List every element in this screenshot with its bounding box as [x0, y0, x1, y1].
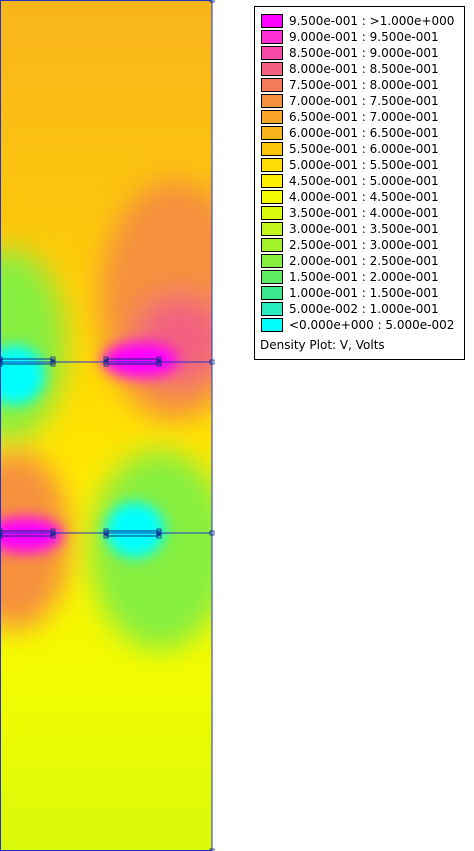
legend-swatch: [261, 286, 283, 300]
mesh-node: [0, 356, 3, 362]
mesh-node: [209, 848, 215, 851]
legend-label: 1.500e-001 : 2.000e-001: [289, 270, 439, 284]
legend: 9.500e-001 : >1.000e+000 9.000e-001 : 9.5…: [254, 6, 465, 360]
legend-label: 8.000e-001 : 8.500e-001: [289, 62, 439, 76]
legend-label: 7.500e-001 : 8.000e-001: [289, 78, 439, 92]
legend-swatch: [261, 222, 283, 236]
legend-swatch: [261, 254, 283, 268]
legend-label: 4.500e-001 : 5.000e-001: [289, 174, 439, 188]
field-region: [102, 342, 178, 378]
legend-entry: 3.500e-001 : 4.000e-001: [261, 205, 439, 221]
mesh-node: [156, 356, 162, 362]
legend-entry: 6.000e-001 : 6.500e-001: [261, 125, 439, 141]
legend-label: 4.000e-001 : 4.500e-001: [289, 190, 439, 204]
legend-entry: 7.500e-001 : 8.000e-001: [261, 77, 439, 93]
legend-swatch: [261, 46, 283, 60]
legend-label: 3.000e-001 : 3.500e-001: [289, 222, 439, 236]
legend-label: 1.000e-001 : 1.500e-001: [289, 286, 439, 300]
legend-entry: 5.000e-001 : 5.500e-001: [261, 157, 439, 173]
conductor: [105, 358, 160, 365]
legend-entry: 5.000e-002 : 1.000e-001: [261, 301, 439, 317]
legend-swatch: [261, 238, 283, 252]
mesh-node: [0, 528, 3, 534]
mesh-node: [209, 359, 215, 365]
field-region: [90, 450, 212, 650]
legend-entry: 7.000e-001 : 7.500e-001: [261, 93, 439, 109]
mesh-node: [50, 533, 56, 539]
legend-swatch: [261, 126, 283, 140]
legend-label: 9.000e-001 : 9.500e-001: [289, 30, 439, 44]
legend-swatch: [261, 158, 283, 172]
mesh-node: [50, 356, 56, 362]
legend-label: 9.500e-001 : >1.000e+000: [289, 14, 455, 28]
mesh-node: [103, 533, 109, 539]
legend-swatch: [261, 270, 283, 284]
legend-entry: 3.000e-001 : 3.500e-001: [261, 221, 439, 237]
legend-entry: 4.000e-001 : 4.500e-001: [261, 189, 439, 205]
field-region: [0, 517, 63, 553]
legend-entry: 5.500e-001 : 6.000e-001: [261, 141, 439, 157]
mesh-node: [209, 0, 215, 3]
mesh-node: [156, 533, 162, 539]
conductor: [0, 358, 54, 365]
legend-label: 5.000e-001 : 5.500e-001: [289, 158, 439, 172]
field-region: [0, 345, 45, 405]
field-region: [105, 502, 165, 558]
legend-label: 2.000e-001 : 2.500e-001: [289, 254, 439, 268]
legend-label: 6.000e-001 : 6.500e-001: [289, 126, 439, 140]
legend-label: 5.000e-002 : 1.000e-001: [289, 302, 439, 316]
legend-entry: 1.500e-001 : 2.000e-001: [261, 269, 439, 285]
mesh-node: [50, 528, 56, 534]
legend-label: 6.500e-001 : 7.000e-001: [289, 110, 439, 124]
potential-field: [0, 0, 212, 851]
legend-entry: 2.500e-001 : 3.000e-001: [261, 237, 439, 253]
legend-swatch: [261, 174, 283, 188]
mesh-node: [156, 361, 162, 367]
conductors: [0, 358, 160, 537]
legend-entry: 8.000e-001 : 8.500e-001: [261, 61, 439, 77]
legend-entry: <0.000e+000 : 5.000e-002: [261, 317, 454, 333]
mesh-node: [103, 361, 109, 367]
legend-label: 8.500e-001 : 9.000e-001: [289, 46, 439, 60]
legend-label: <0.000e+000 : 5.000e-002: [289, 318, 455, 332]
conductor: [0, 530, 54, 537]
legend-label: 2.500e-001 : 3.000e-001: [289, 238, 439, 252]
legend-title: Density Plot: V, Volts: [260, 338, 385, 352]
legend-swatch: [261, 30, 283, 44]
legend-entry: 8.500e-001 : 9.000e-001: [261, 45, 439, 61]
mesh-node: [0, 361, 3, 367]
legend-entry: 4.500e-001 : 5.000e-001: [261, 173, 439, 189]
legend-entry: 6.500e-001 : 7.000e-001: [261, 109, 439, 125]
legend-entry: 1.000e-001 : 1.500e-001: [261, 285, 439, 301]
legend-swatch: [261, 94, 283, 108]
legend-swatch: [261, 318, 283, 332]
mesh-node: [0, 533, 3, 539]
legend-entry: 9.500e-001 : >1.000e+000: [261, 13, 454, 29]
conductor: [105, 530, 160, 537]
legend-swatch: [261, 78, 283, 92]
legend-label: 3.500e-001 : 4.000e-001: [289, 206, 439, 220]
legend-label: 5.500e-001 : 6.000e-001: [289, 142, 439, 156]
mesh-node: [50, 361, 56, 367]
legend-entry: 9.000e-001 : 9.500e-001: [261, 29, 439, 45]
mesh-node: [156, 528, 162, 534]
mesh-node: [103, 356, 109, 362]
legend-swatch: [261, 110, 283, 124]
legend-entry: 2.000e-001 : 2.500e-001: [261, 253, 439, 269]
mesh-node: [209, 530, 215, 536]
legend-swatch: [261, 142, 283, 156]
legend-swatch: [261, 14, 283, 28]
legend-swatch: [261, 302, 283, 316]
mesh-nodes: [0, 0, 215, 851]
legend-label: 7.000e-001 : 7.500e-001: [289, 94, 439, 108]
legend-swatch: [261, 206, 283, 220]
legend-swatch: [261, 190, 283, 204]
mesh-node: [103, 528, 109, 534]
legend-swatch: [261, 62, 283, 76]
